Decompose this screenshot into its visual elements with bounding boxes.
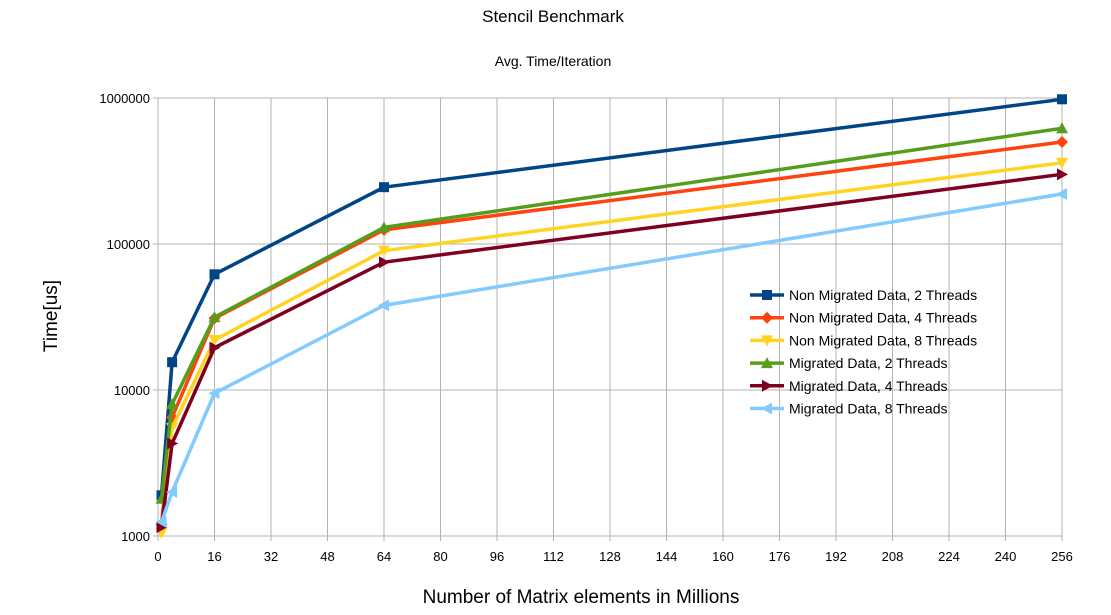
data-point xyxy=(166,486,178,499)
x-tick-label: 112 xyxy=(543,549,564,564)
data-point xyxy=(1056,157,1068,169)
y-tick-label: 1000000 xyxy=(99,91,150,106)
legend-marker xyxy=(762,290,772,300)
y-tick-label: 1000 xyxy=(121,529,150,544)
legend-label: Migrated Data, 8 Threads xyxy=(789,401,948,417)
data-point xyxy=(209,269,220,280)
legend-label: Migrated Data, 2 Threads xyxy=(789,355,948,371)
data-point xyxy=(378,245,390,257)
x-tick-label: 256 xyxy=(1051,549,1073,564)
chart-title: Stencil Benchmark xyxy=(482,7,624,26)
data-point xyxy=(1056,122,1068,134)
x-tick-label: 144 xyxy=(656,549,678,564)
data-point xyxy=(1057,168,1068,181)
x-tick-label: 80 xyxy=(433,549,447,564)
x-tick-label: 64 xyxy=(377,549,391,564)
legend-marker xyxy=(761,357,773,369)
x-tick-label: 224 xyxy=(938,549,960,564)
x-tick-label: 128 xyxy=(599,549,621,564)
legend-item: Non Migrated Data, 8 Threads xyxy=(750,332,977,348)
series-6 xyxy=(155,188,1067,528)
x-tick-label: 240 xyxy=(995,549,1017,564)
axes: 0 16 32 48 64 80 96 112 128 144 160 176 192 208 224 240… xyxy=(99,91,1072,564)
data-point xyxy=(156,521,168,534)
data-point xyxy=(208,387,220,400)
legend-label: Non Migrated Data, 4 Threads xyxy=(789,310,977,326)
data-point xyxy=(155,515,167,528)
legend-marker xyxy=(761,402,772,415)
legend-marker xyxy=(761,311,773,324)
data-point xyxy=(1057,94,1067,105)
legend-item: Non Migrated Data, 4 Threads xyxy=(750,310,977,326)
data-point xyxy=(208,311,221,323)
x-tick-label: 160 xyxy=(712,549,734,564)
data-point xyxy=(378,221,390,233)
x-tick-label: 176 xyxy=(769,549,791,564)
y-axis-label: Time[us] xyxy=(41,280,62,352)
data-point xyxy=(378,299,389,312)
legend: Non Migrated Data, 2 Threads Non Migrated… xyxy=(750,287,977,417)
legend-marker xyxy=(761,335,773,347)
data-point xyxy=(1056,135,1068,148)
series-5 xyxy=(156,168,1068,534)
data-point xyxy=(1056,188,1067,201)
legend-item: Migrated Data, 2 Threads xyxy=(750,355,948,371)
legend-marker xyxy=(762,379,773,392)
chart-subtitle: Avg. Time/Iteration xyxy=(495,53,611,69)
data-point xyxy=(208,335,221,347)
data-point xyxy=(209,341,221,354)
series-4 xyxy=(155,122,1068,504)
x-tick-label: 208 xyxy=(882,549,904,564)
x-tick-label: 16 xyxy=(207,549,221,564)
x-tick-label: 0 xyxy=(154,549,161,564)
x-tick-label: 48 xyxy=(320,549,334,564)
x-tick-label: 192 xyxy=(825,549,847,564)
legend-label: Migrated Data, 4 Threads xyxy=(789,378,948,394)
legend-item: Migrated Data, 8 Threads xyxy=(750,401,948,417)
y-tick-label: 10000 xyxy=(114,383,150,398)
x-tick-label: 32 xyxy=(264,549,278,564)
legend-label: Non Migrated Data, 2 Threads xyxy=(789,287,977,303)
series-layer xyxy=(155,94,1068,539)
legend-item: Non Migrated Data, 2 Threads xyxy=(750,287,977,303)
x-tick-label: 96 xyxy=(490,549,504,564)
legend-label: Non Migrated Data, 8 Threads xyxy=(789,332,977,348)
data-point xyxy=(166,398,179,410)
y-tick-label: 100000 xyxy=(107,237,150,252)
plot-frame xyxy=(157,97,1063,537)
data-point xyxy=(379,256,390,269)
x-axis-label: Number of Matrix elements in Millions xyxy=(423,587,740,608)
data-point xyxy=(167,437,179,450)
legend-item: Migrated Data, 4 Threads xyxy=(750,378,948,394)
data-point xyxy=(167,357,178,368)
data-point xyxy=(379,182,389,193)
